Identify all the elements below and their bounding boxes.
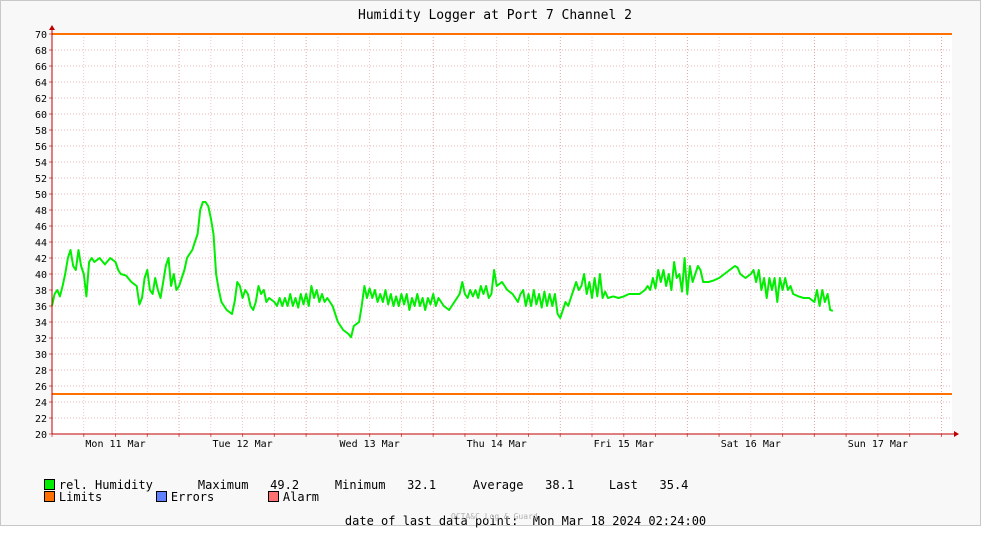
y-tick-label: 66 (35, 62, 47, 73)
x-tick-label: Sun 17 Mar (848, 439, 908, 450)
legend-alarm: Alarm (239, 476, 319, 518)
stat-maximum: Maximum 49.2 (169, 464, 299, 506)
y-tick-label: 70 (35, 30, 47, 41)
y-tick-label: 34 (35, 318, 47, 329)
y-tick-label: 24 (35, 398, 47, 409)
last-data-point: date of last data point: Mon Mar 18 2024… (316, 500, 706, 542)
y-tick-label: 56 (35, 142, 47, 153)
legend-row-1: rel. Humidity (15, 464, 153, 506)
series-group (51, 201, 834, 339)
x-tick-label: Fri 15 Mar (594, 439, 654, 450)
stat-average: Average 38.1 (444, 464, 574, 506)
last-point-label: date of last data point: (344, 514, 519, 528)
errors-legend-label: Errors (170, 490, 215, 504)
humidity-chart: Humidity Logger at Port 7 Channel 2 20 22… (35, 8, 959, 450)
chart-title: Humidity Logger at Port 7 Channel 2 (358, 8, 632, 23)
y-tick-label: 22 (35, 414, 47, 425)
series-line-humidity (51, 201, 834, 339)
grid (51, 33, 952, 437)
y-tick-label: 32 (35, 334, 47, 345)
last-point-value: Mon Mar 18 2024 02:24:00 (532, 514, 707, 528)
y-tick-label: 48 (35, 206, 47, 217)
y-tick-label: 40 (35, 270, 47, 281)
x-tick-label: Thu 14 Mar (467, 439, 527, 450)
y-tick-label: 62 (35, 94, 47, 105)
y-tick-label: 58 (35, 126, 47, 137)
y-tick-label: 64 (35, 78, 47, 89)
y-tick-label: 60 (35, 110, 47, 121)
axes (49, 25, 959, 437)
y-tick-label: 42 (35, 254, 47, 265)
maximum-label: Maximum (197, 478, 249, 492)
x-tick-label: Sat 16 Mar (721, 439, 781, 450)
y-tick-label: 26 (35, 382, 47, 393)
x-tick-label: Wed 13 Mar (340, 439, 400, 450)
y-tick-label: 54 (35, 158, 47, 169)
y-tick-label: 30 (35, 350, 47, 361)
x-tick-label: Tue 12 Mar (212, 439, 272, 450)
y-tick-label: 68 (35, 46, 47, 57)
x-tick-label: Mon 11 Mar (85, 439, 145, 450)
y-tick-label: 52 (35, 174, 47, 185)
x-axis-ticks: Mon 11 Mar Tue 12 Mar Wed 13 Mar Thu 14 Mar… (85, 439, 908, 450)
y-tick-label: 36 (35, 302, 47, 313)
series-legend-label: rel. Humidity (58, 478, 153, 492)
limit-lines (52, 33, 952, 395)
alarm-legend-label: Alarm (282, 490, 320, 504)
alarm-swatch (267, 491, 279, 502)
y-tick-label: 46 (35, 222, 47, 233)
series-swatch (43, 479, 55, 490)
y-tick-label: 20 (35, 430, 47, 441)
minimum-label: Minimum (334, 478, 386, 492)
legend-errors: Errors (127, 476, 214, 518)
watermark: OCTA&C Log & Guard (451, 512, 538, 521)
stat-last: Last 35.4 (580, 464, 689, 506)
plot-area (52, 34, 952, 434)
maximum-value: 49.2 (270, 478, 300, 492)
stat-minimum: Minimum 32.1 (306, 464, 436, 506)
y-tick-label: 44 (35, 238, 47, 249)
y-axis-ticks: 20 22 24 26 28 30 32 34 36 38 40 42 44 46 48 50 52 54 56 58… (35, 30, 52, 441)
legend-limits: Limits (15, 476, 102, 518)
errors-swatch (155, 491, 167, 502)
x-axis-arrow (954, 431, 959, 437)
y-tick-label: 28 (35, 366, 47, 377)
chart-frame: Humidity Logger at Port 7 Channel 2 20 22… (0, 0, 981, 528)
limits-legend-label: Limits (58, 490, 103, 504)
minimum-value: 32.1 (407, 478, 437, 492)
last-value: 35.4 (659, 478, 689, 492)
limits-swatch (43, 491, 55, 502)
y-tick-label: 50 (35, 190, 47, 201)
y-axis-arrow (49, 25, 55, 30)
average-label: Average (472, 478, 524, 492)
y-tick-label: 38 (35, 286, 47, 297)
average-value: 38.1 (545, 478, 575, 492)
last-label: Last (608, 478, 638, 492)
